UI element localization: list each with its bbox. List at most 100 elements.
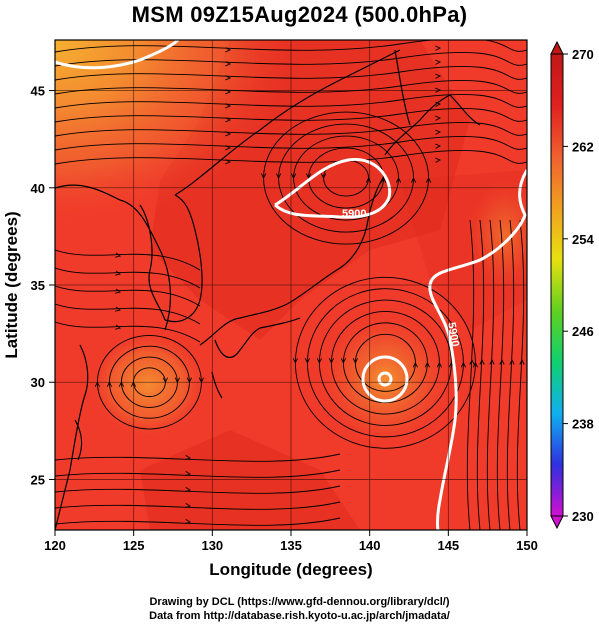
streamline-arrow — [292, 358, 298, 364]
colorbar-max-arrow — [550, 40, 564, 55]
field-warm-region — [465, 175, 527, 295]
streamline-arrow — [115, 288, 122, 294]
colorbar-tick-label: 230 — [572, 509, 594, 524]
colorbar-tick-label: 238 — [572, 417, 594, 432]
contour-label: 5900 — [342, 208, 366, 220]
coastline-korea-west — [139, 204, 166, 321]
streamline — [55, 79, 527, 95]
streamline-arrow — [519, 358, 525, 365]
streamline — [55, 121, 527, 137]
plot-title: MSM 09Z15Aug2024 (500.0hPa) — [131, 2, 468, 27]
streamline-arrow — [115, 252, 122, 258]
streamline — [516, 219, 525, 530]
field-warm-region — [55, 40, 295, 230]
streamline-arrow — [395, 177, 402, 183]
streamline-arrow — [435, 45, 442, 51]
streamline — [506, 219, 515, 530]
colorbar-tick-label: 270 — [572, 47, 594, 62]
contour-line-north — [55, 40, 180, 70]
colorbar-tick-label: 254 — [572, 232, 594, 247]
streamline — [55, 517, 341, 526]
colorbar-ticks: 270 262 254 246 238 230 — [563, 47, 594, 524]
streamline-arrow — [225, 61, 232, 67]
streamline-arrow — [115, 324, 122, 330]
x-tick-label: 135 — [280, 538, 302, 553]
streamline — [55, 249, 201, 271]
streamline-arrow — [260, 173, 267, 180]
streamline-arrow — [472, 361, 478, 368]
streamline-arrow — [410, 177, 417, 183]
streamline-arrow — [435, 87, 442, 93]
streamline — [486, 219, 495, 530]
x-axis-label: Longitude (degrees) — [209, 560, 372, 579]
x-tick-label: 150 — [516, 538, 538, 553]
streamline — [55, 453, 341, 462]
streamline — [55, 93, 527, 109]
streamline-arrow — [305, 173, 312, 180]
streamline-arrow — [352, 358, 358, 364]
streamline-arrow — [185, 455, 192, 461]
streamline-arrow — [435, 59, 442, 65]
y-tick-label: 35 — [31, 278, 45, 293]
y-tick-label: 40 — [31, 181, 45, 196]
coastline-kyushu — [214, 327, 261, 358]
coastline-shikoku — [259, 317, 301, 329]
streamline-arrow — [469, 358, 475, 365]
typhoon-contour — [361, 355, 409, 403]
streamline-arrow — [424, 361, 430, 368]
x-tick-label: 120 — [44, 538, 66, 553]
streamline-arrow — [509, 358, 515, 365]
streamline — [55, 40, 527, 53]
streamline-arrow — [225, 47, 232, 53]
coastline-russia — [174, 49, 401, 196]
streamline-arrow — [340, 358, 346, 364]
streamline-arrow — [225, 103, 232, 109]
x-axis-ticks: 120 125 130 135 140 145 150 — [44, 530, 538, 553]
colorbar: 270 262 254 246 238 230 — [550, 40, 594, 530]
streamline — [496, 219, 505, 530]
streamline-arrow — [275, 173, 282, 180]
streamline-arrow — [479, 358, 485, 365]
coastline-korea-east — [164, 194, 203, 323]
y-tick-label: 45 — [31, 84, 45, 99]
streamline-arrow — [225, 131, 232, 137]
colorbar-tick-label: 246 — [572, 324, 594, 339]
x-tick-label: 130 — [201, 538, 223, 553]
streamline-arrow — [115, 306, 122, 312]
credit-line-data-source: Data from http://database.rish.kyoto-u.a… — [149, 610, 450, 622]
streamline-arrow — [328, 358, 334, 364]
typhoon-warm-core — [315, 310, 455, 450]
streamline-arrow — [316, 358, 322, 364]
contour-line-low — [274, 158, 392, 219]
contour-line-east — [428, 169, 527, 530]
streamline-arrow — [320, 173, 327, 180]
streamline — [55, 485, 341, 494]
streamline-arrow — [304, 358, 310, 364]
y-axis-label: Latitude (degrees) — [2, 211, 21, 358]
streamline-arrow — [290, 173, 297, 180]
typhoon-eye-contour — [377, 371, 393, 387]
streamline-arrow — [435, 101, 442, 107]
streamline-arrow — [412, 361, 418, 368]
streamline-arrow — [489, 358, 495, 365]
credit-line-dcl: Drawing by DCL (https://www.gfd-dennou.o… — [149, 596, 450, 608]
streamline-arrow — [185, 503, 192, 509]
colorbar-tick-label: 262 — [572, 139, 594, 154]
streamline — [55, 149, 527, 165]
streamline-arrow — [225, 159, 232, 165]
y-tick-label: 25 — [31, 472, 45, 487]
streamline-arrow — [185, 519, 192, 525]
streamline — [55, 321, 201, 343]
contour-label: 5900 — [445, 321, 461, 347]
streamline-arrow — [436, 361, 442, 368]
field-dark-region — [140, 430, 360, 530]
streamline — [55, 285, 201, 307]
streamline-arrow — [380, 177, 387, 183]
streamline — [55, 303, 201, 325]
streamline — [476, 219, 485, 530]
streamline — [55, 501, 341, 510]
wind-streamlines — [55, 40, 527, 530]
colorbar-min-arrow — [550, 515, 564, 530]
streamline-arrow — [225, 145, 232, 151]
temperature-field: 5900 5900 — [55, 40, 527, 530]
